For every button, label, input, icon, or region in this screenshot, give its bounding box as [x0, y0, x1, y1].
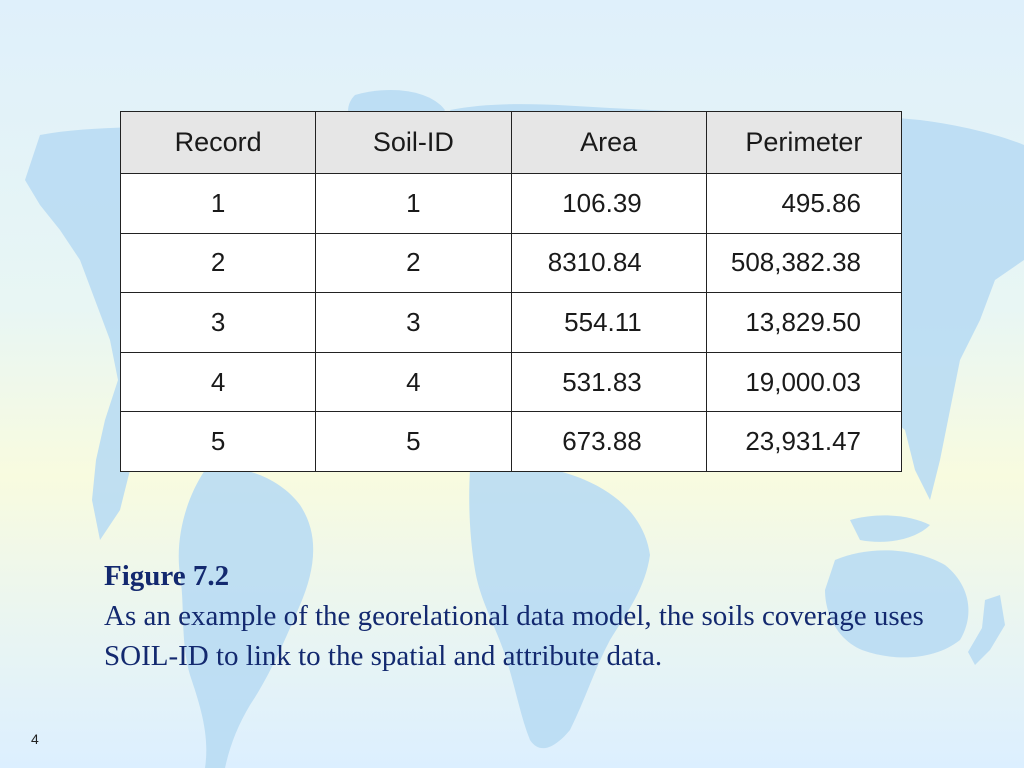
table-row: 3 3 554.11 13,829.50 — [119, 292, 903, 353]
table-row: 2 2 8310.84 508,382.38 — [119, 232, 903, 294]
record-cell: 5 — [119, 411, 317, 472]
record-cell: 4 — [119, 351, 317, 413]
header-soil-id: Soil-ID — [315, 111, 512, 174]
figure-caption: Figure 7.2 As an example of the georelat… — [104, 556, 924, 676]
perimeter-cell: 508,382.38 — [705, 232, 903, 294]
perimeter-cell: 19,000.03 — [705, 351, 903, 413]
area-cell: 8310.84 — [510, 232, 707, 294]
area-cell: 531.83 — [510, 351, 707, 413]
indonesia-shape — [850, 515, 930, 542]
figure-description: As an example of the georelational data … — [104, 600, 924, 672]
table-row: 4 4 531.83 19,000.03 — [119, 351, 903, 413]
perimeter-cell: 13,829.50 — [705, 292, 903, 353]
table-row: 1 1 106.39 495.86 — [119, 173, 903, 234]
header-row: Record Soil-ID Area Perimeter — [119, 111, 903, 174]
area-cell: 673.88 — [510, 411, 707, 472]
table-body: 1 1 106.39 495.86 2 2 8310.84 508,382.38… — [119, 173, 903, 472]
figure-title: Figure 7.2 — [104, 560, 230, 592]
new-zealand-shape — [968, 595, 1005, 665]
table-header: Record Soil-ID Area Perimeter — [119, 111, 903, 174]
area-cell: 554.11 — [510, 292, 707, 353]
soil-attribute-table: Record Soil-ID Area Perimeter 1 1 106.39… — [119, 111, 903, 472]
perimeter-cell: 495.86 — [705, 173, 903, 234]
soil-attribute-table-container: Record Soil-ID Area Perimeter 1 1 106.39… — [119, 111, 903, 472]
table-row: 5 5 673.88 23,931.47 — [119, 411, 903, 472]
south-america-shape — [178, 467, 314, 768]
soil-id-cell: 3 — [315, 292, 512, 353]
soil-id-cell: 4 — [315, 351, 512, 413]
header-area: Area — [510, 111, 707, 174]
soil-id-cell: 1 — [315, 173, 512, 234]
area-cell: 106.39 — [510, 173, 707, 234]
header-record: Record — [119, 111, 317, 174]
record-cell: 1 — [119, 173, 317, 234]
australia-shape — [825, 550, 969, 658]
record-cell: 3 — [119, 292, 317, 353]
header-perimeter: Perimeter — [705, 111, 903, 174]
perimeter-cell: 23,931.47 — [705, 411, 903, 472]
soil-id-cell: 5 — [315, 411, 512, 472]
page-number: 4 — [31, 731, 39, 747]
africa-shape — [469, 464, 650, 749]
soil-id-cell: 2 — [315, 232, 512, 294]
record-cell: 2 — [119, 232, 317, 294]
